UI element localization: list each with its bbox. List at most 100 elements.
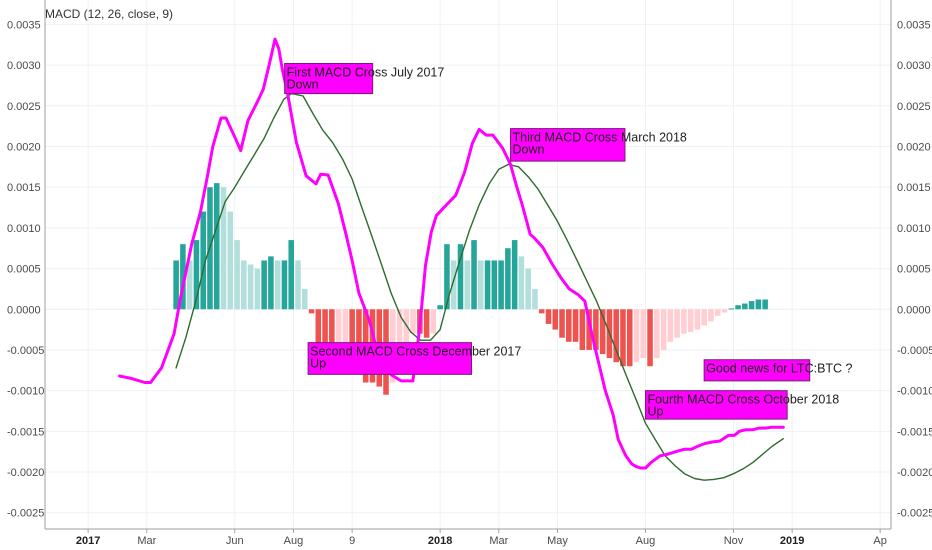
y-tick-label-left: 0.0035 (7, 19, 41, 31)
y-tick-label-left: 0.0030 (7, 60, 41, 72)
histogram-bar (356, 309, 362, 367)
histogram-bar (288, 240, 294, 310)
y-tick-label-left: 0.0020 (7, 141, 41, 153)
y-tick-label-left: 0.0005 (7, 264, 41, 276)
y-tick-label-left: 0.0000 (7, 304, 41, 316)
histogram-bar (173, 260, 179, 310)
annotation-background (284, 62, 374, 95)
x-tick-label: 2017 (76, 535, 100, 547)
x-tick-label: Mar (137, 535, 156, 547)
histogram-bar (322, 309, 328, 367)
histogram-bar (315, 309, 322, 346)
histogram-bar (410, 309, 416, 334)
histogram-bar (654, 309, 660, 359)
y-tick-label-left: 0.0015 (7, 182, 41, 194)
histogram-bar (349, 309, 355, 355)
histogram-bar (687, 309, 694, 333)
y-tick-label-right: -0.0005 (897, 345, 932, 357)
y-tick-label-right: 0.0000 (897, 304, 931, 316)
annotation-text: Third MACD Cross March 2018 (513, 131, 687, 145)
histogram-bar (525, 268, 531, 310)
y-tick-label-right: 0.0005 (897, 264, 931, 276)
histogram-bar (545, 309, 552, 324)
annotation-text: Fourth MACD Cross October 2018 (647, 393, 839, 407)
x-tick-label: Jun (226, 535, 244, 547)
histogram-bar (748, 301, 755, 310)
histogram-bar (559, 309, 565, 338)
histogram-bar (396, 309, 403, 367)
x-tick-label: Mar (489, 535, 508, 547)
histogram-bar (742, 303, 748, 310)
histogram-bar (180, 244, 186, 310)
histogram-bar (457, 244, 464, 310)
y-tick-label-left: 0.0025 (7, 101, 41, 113)
histogram-bar (613, 309, 619, 363)
annotation-background (644, 390, 788, 420)
histogram-bar (728, 308, 735, 310)
histogram-bar (464, 260, 471, 310)
histogram-bar (626, 309, 633, 367)
histogram-bar (640, 309, 647, 359)
histogram-bar (342, 309, 349, 355)
annotation-background (307, 342, 473, 375)
histogram-bar (281, 260, 288, 310)
histogram-bar (681, 309, 687, 334)
histogram-bar (491, 260, 498, 310)
histogram-bar (261, 260, 267, 310)
grid-lines (45, 0, 891, 529)
histogram-bar (193, 240, 200, 310)
annotation-background (703, 359, 811, 382)
x-tick-label: Aug (636, 535, 656, 547)
histogram-bar (633, 309, 640, 363)
histogram-bar (755, 299, 762, 310)
y-tick-label-right: -0.0015 (897, 426, 932, 438)
y-tick-label-right: 0.0010 (897, 223, 931, 235)
x-tick-label: Aug (284, 535, 304, 547)
histogram-bar (301, 288, 308, 310)
histogram-bar (444, 244, 450, 310)
histogram-bar (471, 240, 477, 310)
y-tick-label-right: 0.0030 (897, 60, 931, 72)
histogram-bar (599, 309, 606, 355)
series-lines (118, 37, 785, 481)
annotation-subtext: Up (310, 357, 326, 371)
histogram-bar (437, 305, 443, 310)
histogram-bar (484, 260, 491, 310)
histogram-bar (423, 309, 430, 338)
histogram-bar (572, 309, 579, 342)
annotation-text: Good news for LTC:BTC ? (706, 362, 852, 376)
histogram-bar (660, 309, 667, 350)
histogram-bar (213, 183, 220, 310)
annotation-text: First MACD Cross July 2017 (287, 65, 445, 79)
histogram-bar (227, 211, 234, 310)
x-tick-label: 9 (349, 535, 355, 547)
histogram-bar (478, 260, 484, 310)
y-tick-label-left: 0.0010 (7, 223, 41, 235)
y-tick-label-right: -0.0010 (897, 386, 932, 398)
annotation-background (510, 128, 626, 162)
y-tick-label-right: 0.0025 (897, 101, 931, 113)
histogram-bar (200, 211, 206, 310)
histogram-bar (268, 256, 274, 310)
x-tick-label: May (547, 535, 568, 547)
annotation-subtext: Down (287, 77, 319, 91)
x-tick-label: 2018 (428, 535, 452, 547)
annotation-subtext: Up (647, 405, 663, 419)
histogram-bar (335, 309, 342, 359)
histogram-bar (247, 264, 254, 310)
histogram-bar (647, 309, 653, 367)
histogram-bar (186, 260, 193, 310)
y-tick-label-left: -0.0025 (7, 508, 44, 520)
signal-line (175, 92, 784, 481)
histogram-bar (552, 309, 559, 330)
histogram-bar (620, 309, 626, 367)
histogram-bar (308, 309, 315, 314)
y-tick-label-right: -0.0025 (897, 508, 932, 520)
annotation-box: Good news for LTC:BTC ? (703, 359, 853, 382)
annotation-text: Second MACD Cross December 2017 (310, 345, 521, 359)
histogram-bar (721, 309, 728, 313)
